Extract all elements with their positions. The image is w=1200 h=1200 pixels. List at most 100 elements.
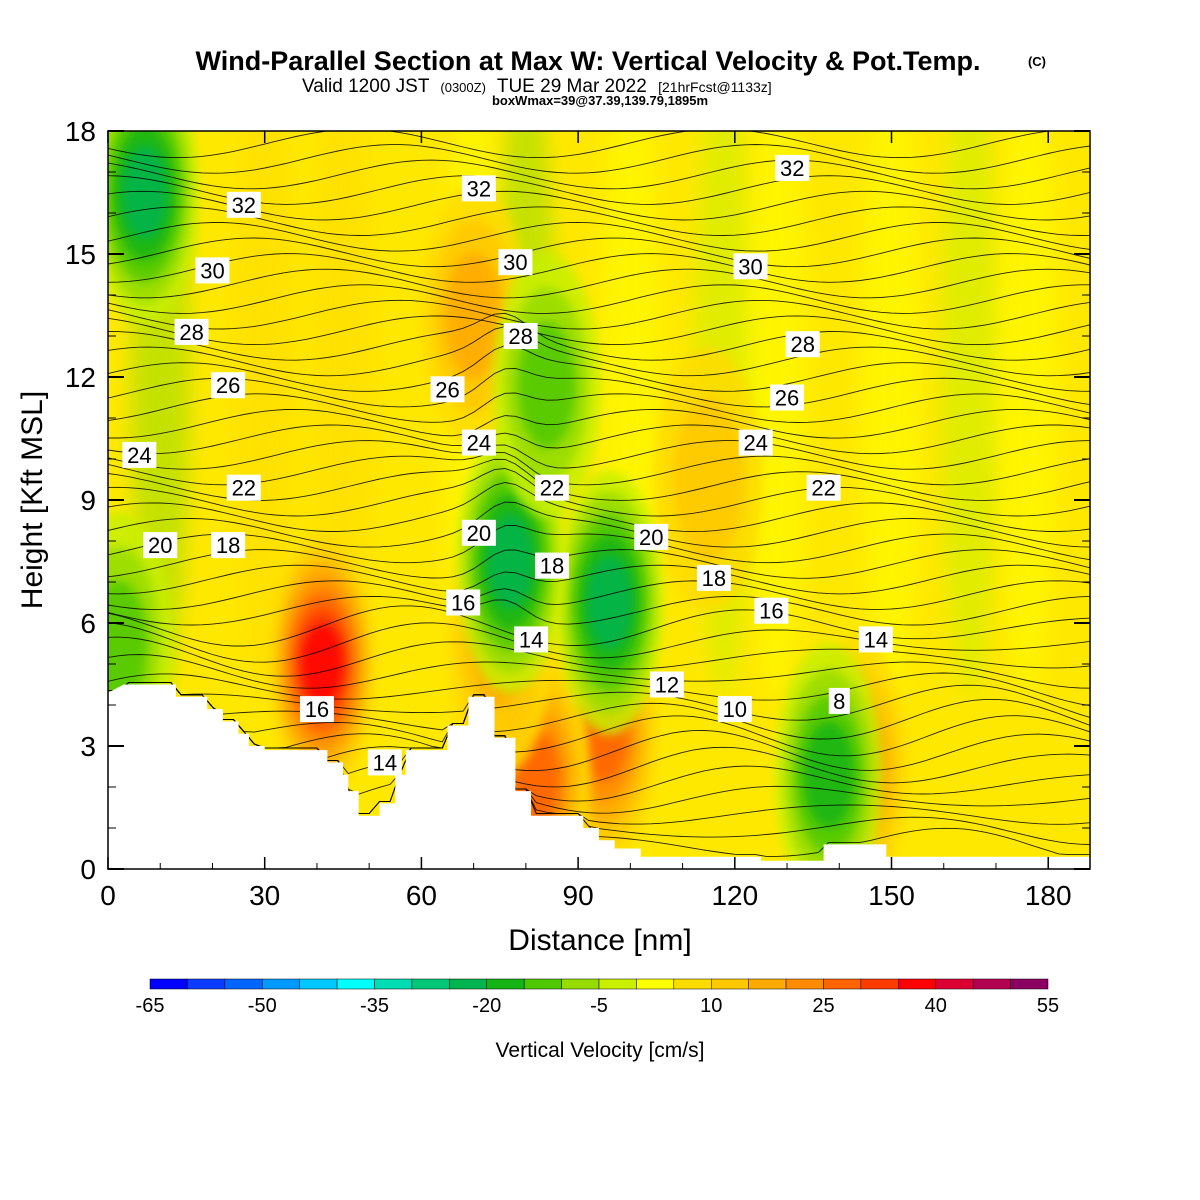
colorbar-swatch: [411, 978, 450, 990]
colorbar-swatch: [187, 978, 226, 990]
theta-contour-line: [108, 368, 1090, 408]
colorbar-label: Vertical Velocity [cm/s]: [496, 1039, 705, 1062]
theta-label-text: 28: [508, 324, 532, 349]
theta-label-text: 16: [759, 599, 783, 624]
theta-label-bg: [858, 626, 893, 653]
theta-label-bg: [534, 474, 569, 501]
theta-label-text: 30: [200, 258, 224, 283]
x-tick-label: 60: [406, 880, 437, 911]
colorbar-swatch: [711, 978, 749, 990]
theta-contour-line: [108, 345, 1090, 392]
theta-contour-line: [108, 482, 1090, 533]
colorbar-swatch: [823, 978, 862, 990]
colorbar-swatch: [486, 978, 525, 990]
colorbar-swatch: [374, 978, 413, 990]
colorbar-swatch: [1010, 978, 1049, 990]
velocity-band: [997, 131, 1058, 697]
theta-label-bg: [806, 474, 841, 501]
theta-contour-line: [108, 159, 1090, 190]
theta-label-bg: [514, 626, 549, 653]
theta-label: 16: [446, 589, 481, 616]
theta-contour-line: [108, 672, 1090, 707]
theta-label-text: 32: [232, 193, 256, 218]
theta-contour-line: [108, 549, 1090, 579]
y-tick-label: 12: [65, 362, 96, 393]
y-axis-label: Height [Kft MSL]: [16, 391, 49, 609]
colorbar-tick-label: 55: [1037, 995, 1059, 1017]
terrain: [108, 684, 1090, 869]
theta-label-bg: [828, 687, 850, 714]
theta-label-text: 12: [655, 673, 679, 698]
colorbar: -65 -50 -35 -20 -5 10 25 40 55: [136, 978, 1059, 1017]
theta-contour-line: [108, 451, 1090, 486]
theta-contour-line: [108, 501, 1090, 548]
theta-label-bg: [446, 589, 481, 616]
theta-label: 30: [498, 249, 533, 276]
theta-label-bg: [143, 532, 178, 559]
theta-label: 22: [226, 474, 261, 501]
theta-label: 14: [367, 749, 402, 776]
theta-label-text: 32: [780, 156, 804, 181]
theta-contour-line: [108, 682, 1090, 772]
theta-contour-line: [108, 682, 1090, 740]
theta-label-bg: [733, 253, 768, 280]
theta-contour-line: [108, 221, 1090, 252]
theta-contour-line: [108, 682, 1090, 757]
theta-label-bg: [226, 474, 261, 501]
theta-contour-line: [108, 605, 1090, 647]
theta-contour-line: [108, 253, 1090, 283]
theta-label: 26: [430, 376, 465, 403]
theta-label: 12: [649, 671, 684, 698]
theta-label-bg: [430, 376, 465, 403]
theta-contour-line: [108, 312, 1090, 361]
theta-label-text: 30: [738, 254, 762, 279]
theta-contour-labels: 32 32 32 30 30 30 28 28 28 26 26 26 24 24 24 22 22 22 20 20…: [122, 154, 893, 776]
theta-label-bg: [634, 523, 669, 550]
theta-label-text: 22: [232, 476, 256, 501]
y-tick-label: 6: [80, 608, 96, 639]
theta-label: 22: [806, 474, 841, 501]
theta-contour-line: [108, 268, 1090, 299]
theta-contour-line: [108, 299, 1090, 330]
theta-label: 10: [717, 696, 752, 723]
theta-label-text: 14: [519, 627, 543, 652]
theta-contour-line: [108, 392, 1090, 423]
theta-contour-line: [108, 622, 1090, 663]
valid-date: TUE 29 Mar 2022: [497, 76, 647, 97]
theta-label-text: 26: [435, 377, 459, 402]
colorbar-swatch: [598, 978, 637, 990]
theta-label-text: 16: [305, 697, 329, 722]
box-wmax-label: boxWmax=39@37.39,139.79,1895m: [492, 93, 708, 108]
theta-label-bg: [738, 429, 773, 456]
theta-label: 8: [828, 687, 850, 714]
theta-label: 18: [534, 552, 569, 579]
theta-label-text: 20: [148, 533, 172, 558]
colorbar-swatch: [636, 978, 675, 990]
y-tick-label: 15: [65, 239, 96, 270]
theta-label: 20: [634, 523, 669, 550]
theta-label-bg: [174, 318, 209, 345]
theta-contour-line: [108, 206, 1090, 236]
theta-label: 20: [461, 519, 496, 546]
theta-label-bg: [461, 429, 496, 456]
theta-label-text: 22: [540, 476, 564, 501]
theta-label-bg: [498, 249, 533, 276]
vertical-velocity-cores: [108, 131, 909, 869]
colorbar-swatch: [224, 978, 263, 990]
colorbar-swatch: [785, 978, 824, 990]
updraft-core: [301, 623, 343, 705]
theta-label: 32: [226, 191, 261, 218]
theta-label-bg: [503, 323, 538, 349]
theta-label-text: 30: [503, 250, 527, 275]
theta-contour-line: [108, 175, 1090, 205]
downdraft-core: [486, 514, 534, 609]
theta-label-text: 8: [833, 689, 845, 714]
valid-utc: (0300Z): [440, 80, 486, 95]
colorbar-tick-label: -5: [590, 995, 608, 1017]
theta-label-text: 32: [467, 176, 491, 201]
theta-label-text: 22: [811, 476, 835, 501]
theta-label-bg: [754, 597, 789, 624]
downdraft-core: [108, 580, 148, 707]
colorbar-swatch: [898, 978, 936, 990]
